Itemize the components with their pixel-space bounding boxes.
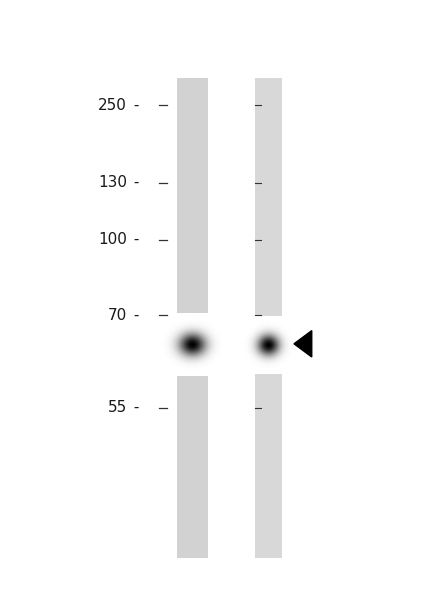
Text: 250: 250 <box>98 97 127 113</box>
Bar <box>255 78 282 558</box>
Text: 70: 70 <box>107 307 127 323</box>
Text: 130: 130 <box>98 175 127 190</box>
Text: -: - <box>129 401 140 415</box>
Polygon shape <box>294 331 312 357</box>
Text: -: - <box>129 97 140 113</box>
Text: -: - <box>129 232 140 247</box>
Bar <box>177 78 208 558</box>
Text: -: - <box>129 307 140 323</box>
Text: -: - <box>129 175 140 190</box>
Text: 55: 55 <box>107 401 127 415</box>
Text: 100: 100 <box>98 232 127 247</box>
